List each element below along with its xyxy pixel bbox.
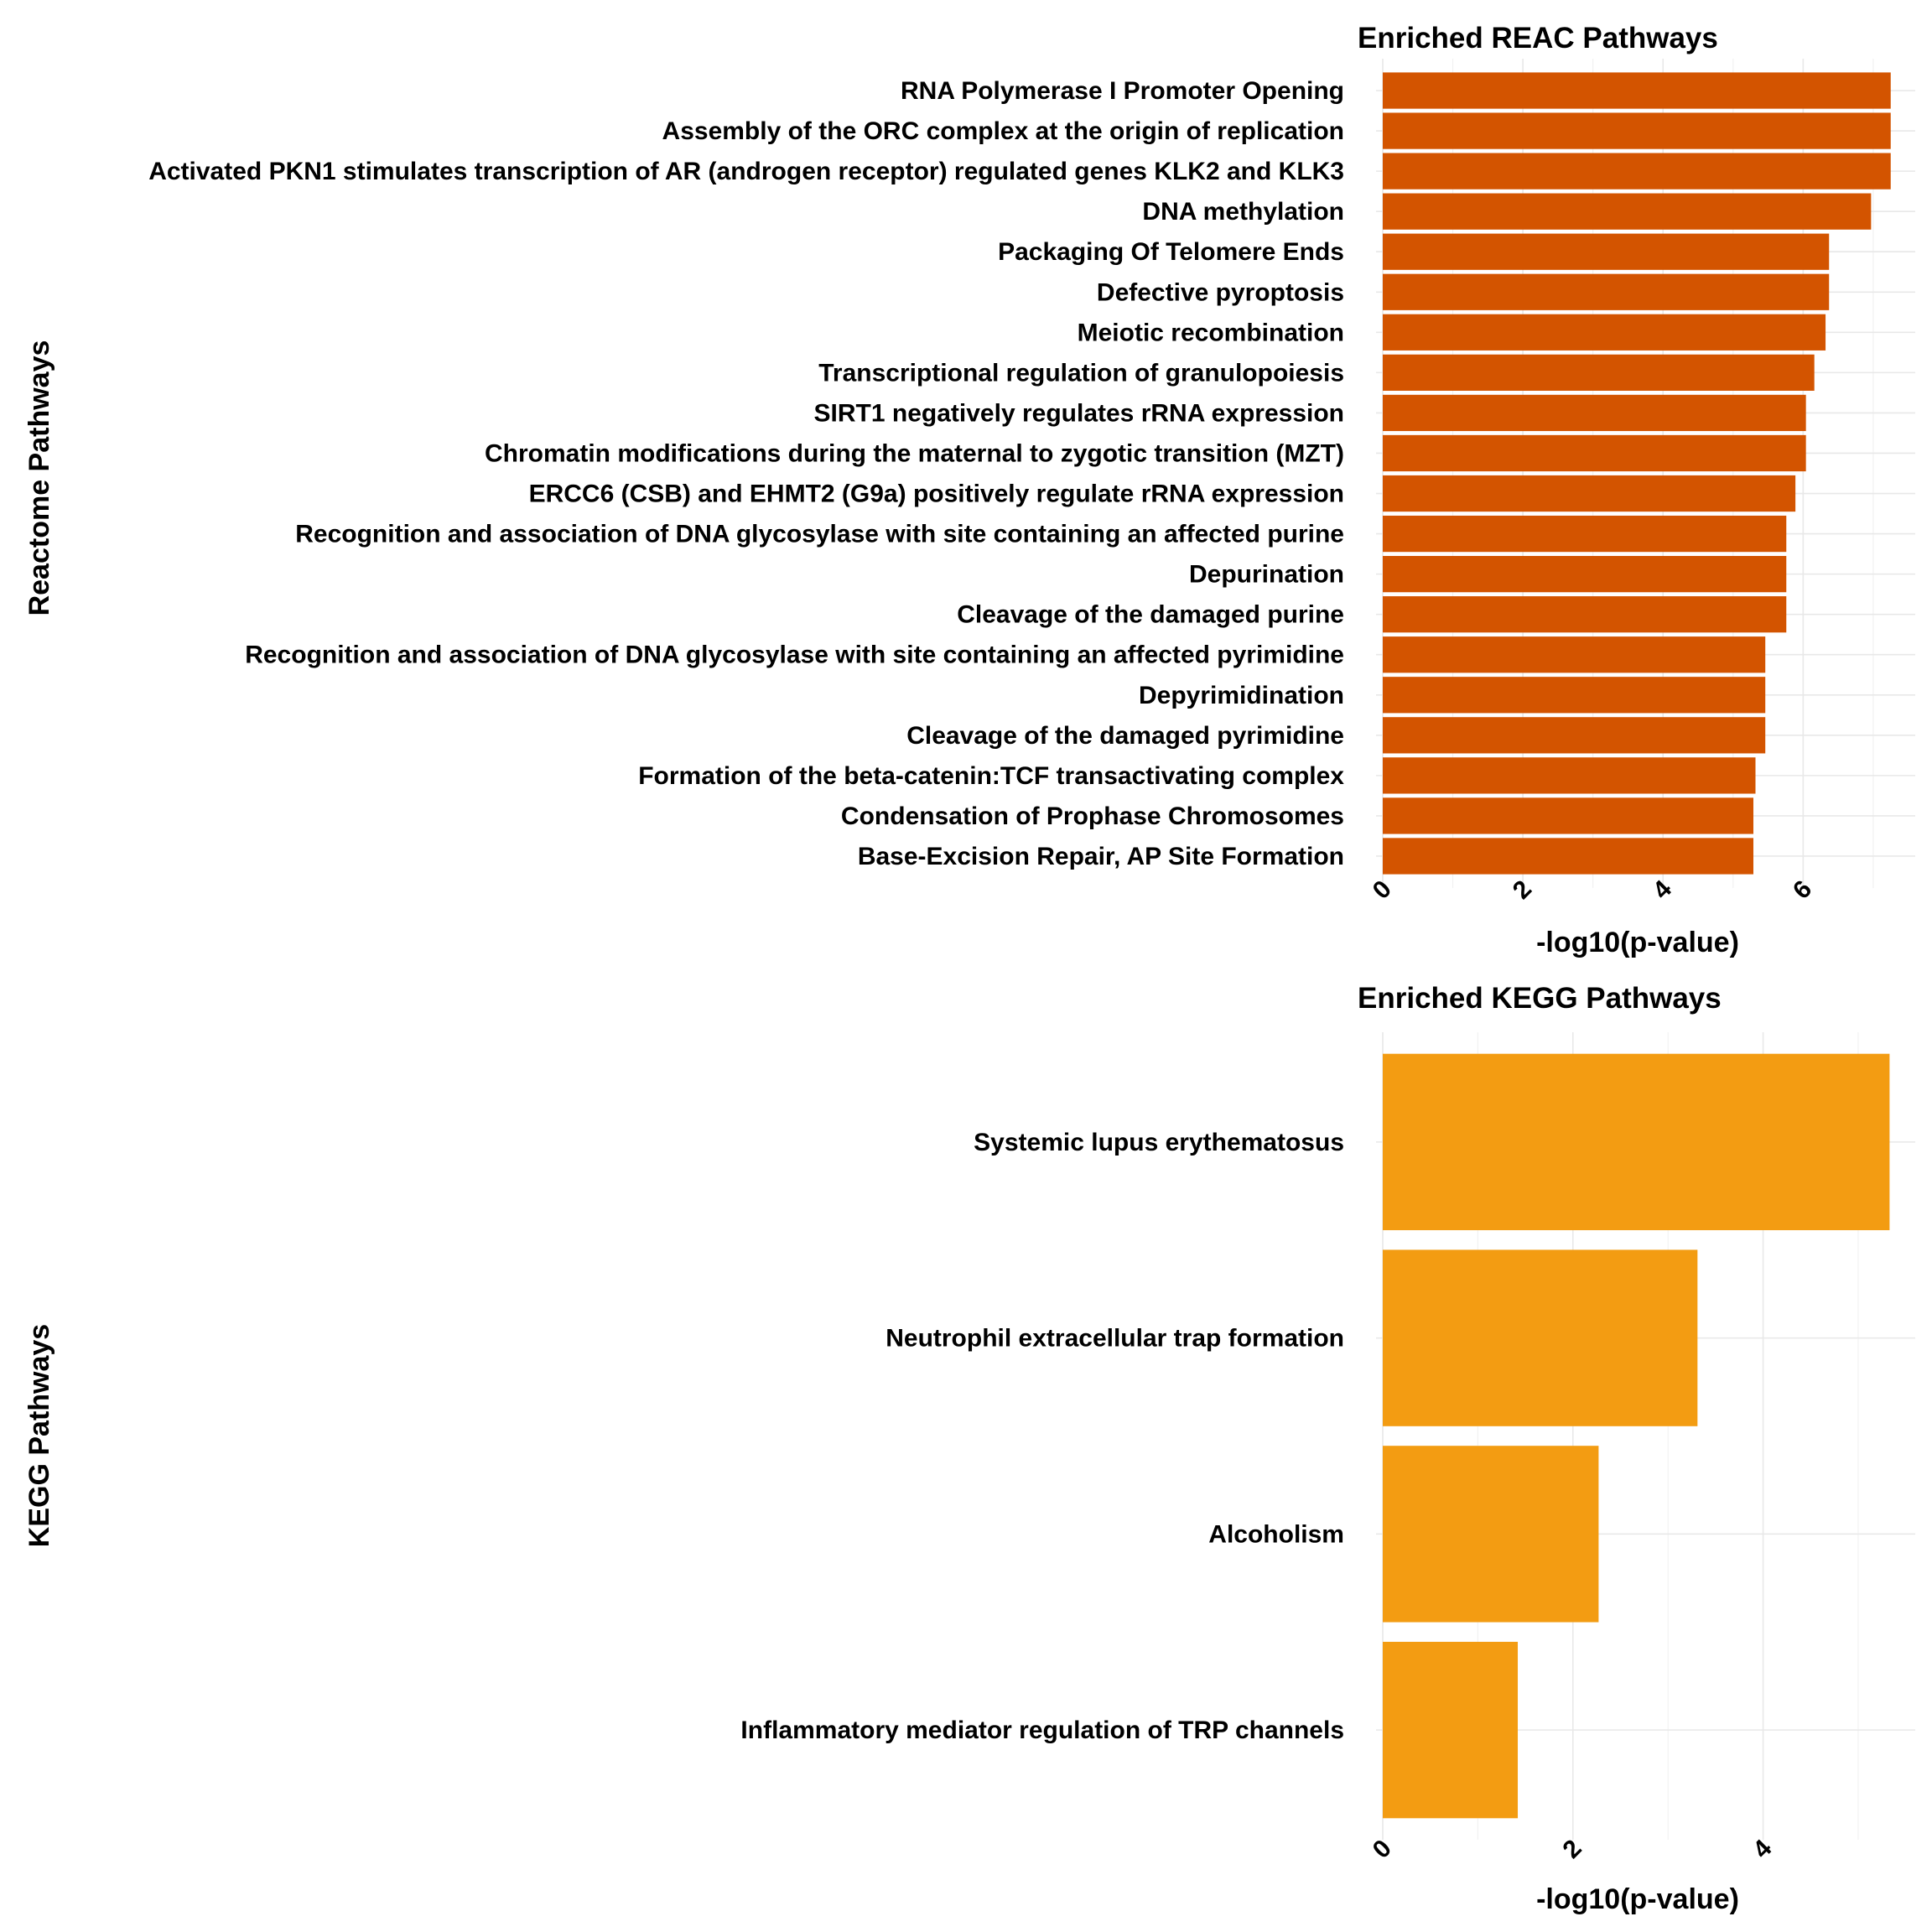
reactome-category-label: Formation of the beta-catenin:TCF transa… [638, 762, 1344, 790]
reactome-category-label: Packaging Of Telomere Ends [998, 238, 1344, 266]
kegg-bar [1383, 1249, 1698, 1426]
reactome-category-label: SIRT1 negatively regulates rRNA expressi… [814, 399, 1344, 427]
reactome-bar [1383, 233, 1830, 270]
reactome-bar [1383, 434, 1806, 472]
reactome-y-axis-label: Reactome Pathways [23, 340, 55, 616]
reactome-category-label: Chromatin modifications during the mater… [485, 439, 1344, 467]
reactome-category-label: Depyrimidination [1139, 682, 1344, 709]
reactome-bar [1383, 314, 1826, 351]
reactome-category-label: Cleavage of the damaged pyrimidine [906, 722, 1344, 750]
kegg-bar [1383, 1641, 1519, 1819]
reactome-bar [1383, 636, 1766, 673]
reactome-bar [1383, 515, 1787, 553]
reactome-category-label: Defective pyroptosis [1097, 278, 1344, 306]
reactome-chart-title: Enriched REAC Pathways [1358, 22, 1718, 55]
reactome-bar [1383, 394, 1806, 432]
reactome-bar [1383, 677, 1766, 714]
reactome-category-label: DNA methylation [1142, 198, 1344, 226]
reactome-bar [1383, 717, 1766, 754]
reactome-bar [1383, 596, 1787, 633]
reactome-category-label: Depurination [1189, 561, 1344, 589]
reactome-bar [1383, 797, 1753, 834]
reactome-x-axis-label: -log10(p-value) [1536, 927, 1739, 958]
reactome-category-label: Recognition and association of DNA glyco… [245, 641, 1344, 669]
reactome-bar [1383, 112, 1891, 149]
kegg-category-label: Inflammatory mediator regulation of TRP … [740, 1716, 1344, 1744]
kegg-category-label: Systemic lupus erythematosus [974, 1129, 1344, 1156]
reactome-bar [1383, 273, 1830, 310]
reactome-category-label: Activated PKN1 stimulates transcription … [148, 158, 1344, 185]
kegg-panel: Enriched KEGG Pathways Systemic lupus er… [23, 982, 1915, 1915]
reactome-category-label: Condensation of Prophase Chromosomes [841, 802, 1344, 830]
reactome-bar [1383, 475, 1796, 512]
reactome-category-label: Recognition and association of DNA glyco… [295, 521, 1344, 548]
reactome-bar [1383, 153, 1891, 190]
reactome-category-label: Assembly of the ORC complex at the origi… [662, 117, 1344, 145]
kegg-chart-title: Enriched KEGG Pathways [1358, 982, 1722, 1015]
reactome-panel: Enriched REAC Pathways RNA Polymerase I … [23, 22, 1915, 958]
kegg-category-label: Neutrophil extracellular trap formation [886, 1325, 1344, 1353]
kegg-bar [1383, 1053, 1890, 1231]
reactome-category-label: ERCC6 (CSB) and EHMT2 (G9a) positively r… [529, 480, 1344, 508]
kegg-x-axis-label: -log10(p-value) [1536, 1883, 1739, 1915]
reactome-category-label: RNA Polymerase I Promoter Opening [901, 77, 1344, 105]
reactome-bar [1383, 838, 1753, 875]
reactome-category-label: Cleavage of the damaged purine [957, 601, 1344, 629]
kegg-bar [1383, 1446, 1599, 1623]
reactome-bar [1383, 72, 1891, 109]
reactome-bar [1383, 556, 1787, 593]
kegg-y-axis-label: KEGG Pathways [23, 1324, 55, 1547]
kegg-category-label: Alcoholism [1208, 1520, 1344, 1548]
reactome-bar [1383, 354, 1815, 391]
reactome-bar [1383, 757, 1756, 794]
reactome-category-label: Meiotic recombination [1078, 319, 1344, 346]
reactome-category-label: Base-Excision Repair, AP Site Formation [858, 843, 1344, 870]
reactome-bar [1383, 193, 1872, 230]
reactome-category-label: Transcriptional regulation of granulopoi… [818, 359, 1344, 387]
